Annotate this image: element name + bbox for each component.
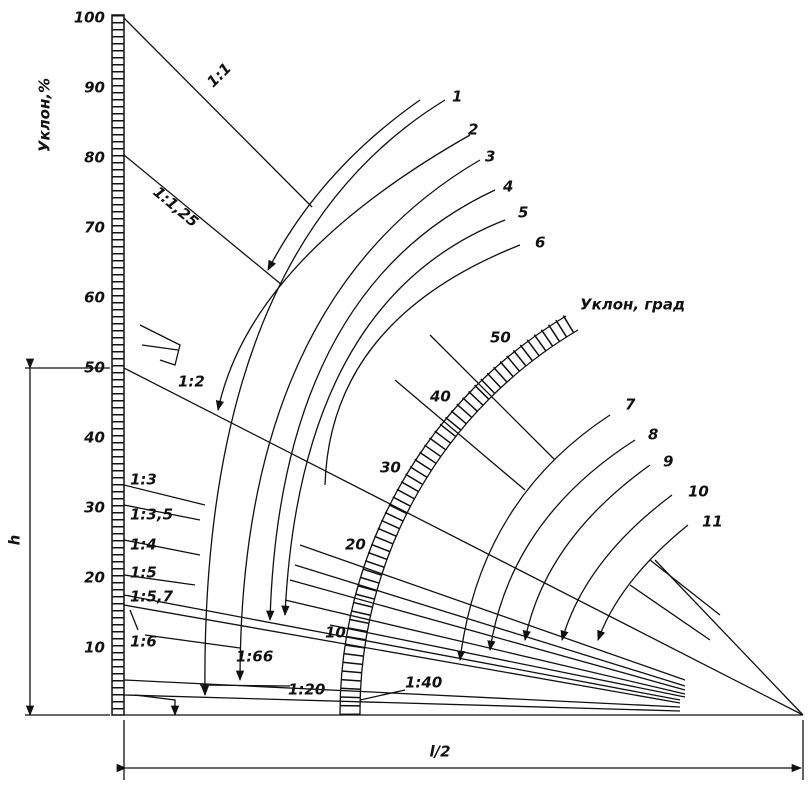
ratio-label: 1:66 bbox=[236, 648, 273, 666]
left-scale-title: Уклон,% bbox=[36, 78, 54, 152]
curve-number: 1 bbox=[452, 88, 462, 106]
curve-number: 5 bbox=[518, 204, 528, 222]
degree-tick-label: 40 bbox=[429, 388, 451, 406]
curve-number: 7 bbox=[625, 396, 636, 414]
ratio-label: 1:5 bbox=[130, 564, 157, 582]
left-tick-label: 30 bbox=[84, 499, 105, 517]
curve-number: 6 bbox=[535, 234, 545, 252]
left-tick-label: 80 bbox=[84, 149, 105, 167]
ratio-label: 1:5,7 bbox=[130, 588, 174, 606]
left-tick-label: 10 bbox=[84, 639, 105, 657]
ratio-label: 1:3,5 bbox=[130, 506, 173, 524]
ratio-label: 1:1,25 bbox=[150, 183, 203, 231]
left-tick-label: 40 bbox=[83, 429, 105, 447]
frame-lines bbox=[25, 14, 804, 780]
curve-number: 9 bbox=[663, 453, 673, 471]
degree-tick-label: 10 bbox=[325, 624, 346, 642]
ratio-label: 1:2 bbox=[178, 373, 205, 391]
curve-number: 2 bbox=[468, 121, 478, 139]
curve-number: 3 bbox=[485, 148, 495, 166]
degree-tick-label: 30 bbox=[380, 459, 401, 477]
left-tick-label: 70 bbox=[84, 219, 105, 237]
left-tick-label: 100 bbox=[74, 9, 105, 27]
ratio-label: 1:1 bbox=[203, 59, 235, 91]
half-span-label: l/2 bbox=[429, 743, 450, 761]
ratio-label: 1:3 bbox=[130, 471, 157, 489]
curve-number: 10 bbox=[688, 483, 709, 501]
degree-scale-title: Уклон, град bbox=[580, 296, 685, 314]
degree-tick-label: 50 bbox=[490, 329, 511, 347]
left-tick-label: 60 bbox=[84, 289, 105, 307]
ratio-label: 1:4 bbox=[130, 536, 157, 554]
left-tick-label: 90 bbox=[84, 79, 105, 97]
ratio-label: 1:6 bbox=[130, 633, 157, 651]
height-label: h bbox=[6, 535, 24, 546]
left-tick-label: 20 bbox=[84, 569, 105, 587]
curve-number: 11 bbox=[702, 513, 723, 531]
ratio-label: 1:20 bbox=[288, 681, 325, 699]
curve-number: 8 bbox=[648, 426, 658, 444]
ratio-label: 1:40 bbox=[405, 674, 442, 692]
degree-tick-label: 20 bbox=[345, 536, 366, 554]
curve-number: 4 bbox=[502, 178, 513, 196]
left-tick-label: 50 bbox=[84, 359, 105, 377]
